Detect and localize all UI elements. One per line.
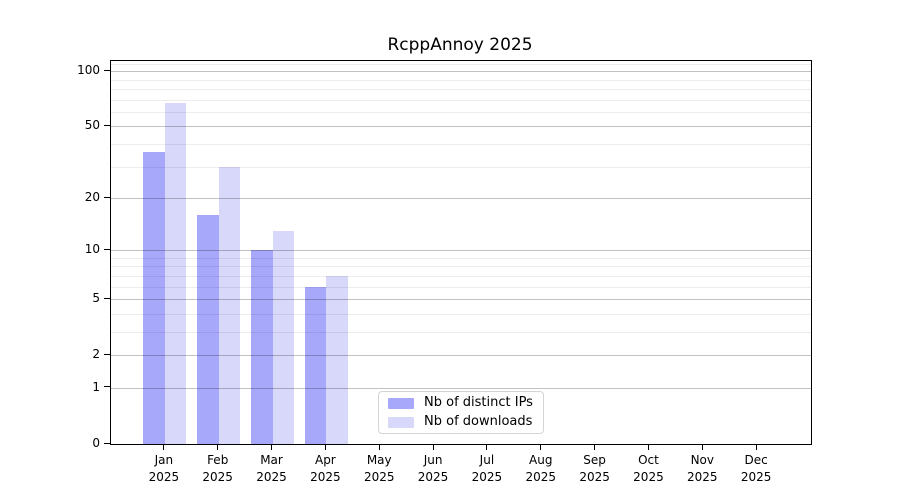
x-tick-label: Feb 2025 [202,453,233,484]
x-tick-mark [271,444,273,450]
chart-title: RcppAnnoy 2025 [387,35,533,55]
x-tick-mark [701,444,703,450]
x-tick-mark [324,444,326,450]
major-gridline [111,299,811,301]
x-tick-label: Nov 2025 [687,453,718,484]
plot-area [110,60,812,445]
y-tick-label: 0 [92,436,100,450]
minor-gridline [111,266,811,268]
legend-swatch-downloads [388,416,414,428]
bar-downloads [164,103,187,444]
y-tick-label: 20 [84,190,100,205]
minor-gridline [111,88,811,90]
x-tick-mark [647,444,649,450]
x-tick-mark [163,444,165,450]
minor-gridline [111,79,811,81]
x-tick-label: Apr 2025 [310,453,341,484]
minor-gridline [111,331,811,333]
x-tick-mark [594,444,596,450]
major-gridline [111,198,811,200]
x-tick-mark [486,444,488,450]
y-tick-label: 5 [92,291,100,306]
minor-gridline [111,286,811,288]
x-tick-label: Jun 2025 [417,453,449,484]
x-tick-mark [217,444,219,450]
y-tick-mark [104,248,110,250]
legend-item-downloads: Nb of downloads [388,414,543,430]
x-tick-label: Mar 2025 [256,453,287,484]
minor-gridline [111,166,811,168]
x-tick-label: Aug 2025 [525,453,557,484]
x-tick-label: Jul 2025 [471,453,503,484]
y-tick-label: 10 [84,242,100,257]
x-tick-label: Jan 2025 [148,453,180,484]
minor-gridline [111,313,811,315]
bar-downloads [326,275,348,444]
y-tick-mark [104,353,110,355]
y-tick-label: 2 [92,347,100,362]
y-tick-mark [104,386,110,388]
bar-distinct-ips [197,215,219,444]
legend-label-distinct-ips: Nb of distinct IPs [424,395,533,410]
legend-swatch-distinct-ips [388,397,414,409]
x-tick-mark [540,444,542,450]
y-tick-mark [104,196,110,198]
x-tick-label: Dec 2025 [740,453,772,484]
major-gridline [111,387,811,389]
legend-label-downloads: Nb of downloads [424,414,533,429]
bar-distinct-ips [143,152,165,444]
legend-item-distinct-ips: Nb of distinct IPs [388,395,543,411]
minor-gridline [111,257,811,259]
x-tick-label: Oct 2025 [633,453,664,484]
y-tick-mark [104,297,110,299]
x-tick-label: Sep 2025 [579,453,610,484]
y-tick-label: 100 [77,63,100,78]
minor-gridline [111,111,811,113]
minor-gridline [111,143,811,145]
legend: Nb of distinct IPs Nb of downloads [378,391,544,434]
minor-gridline [111,99,811,101]
major-gridline [111,355,811,357]
y-tick-mark [104,442,110,444]
bar-downloads [218,166,241,444]
x-tick-label: May 2025 [363,453,395,484]
minor-gridline [111,275,811,277]
major-gridline [111,126,811,128]
x-tick-mark [755,444,757,450]
minor-gridline [111,63,811,65]
y-tick-label: 1 [92,379,100,394]
bar-distinct-ips [251,250,273,444]
y-tick-mark [104,124,110,126]
x-tick-mark [378,444,380,450]
major-gridline [111,71,811,73]
bar-downloads [272,230,295,444]
bar-distinct-ips [304,286,327,444]
x-tick-mark [432,444,434,450]
y-tick-label: 50 [84,118,100,133]
major-gridline [111,250,811,252]
y-tick-mark [104,69,110,71]
